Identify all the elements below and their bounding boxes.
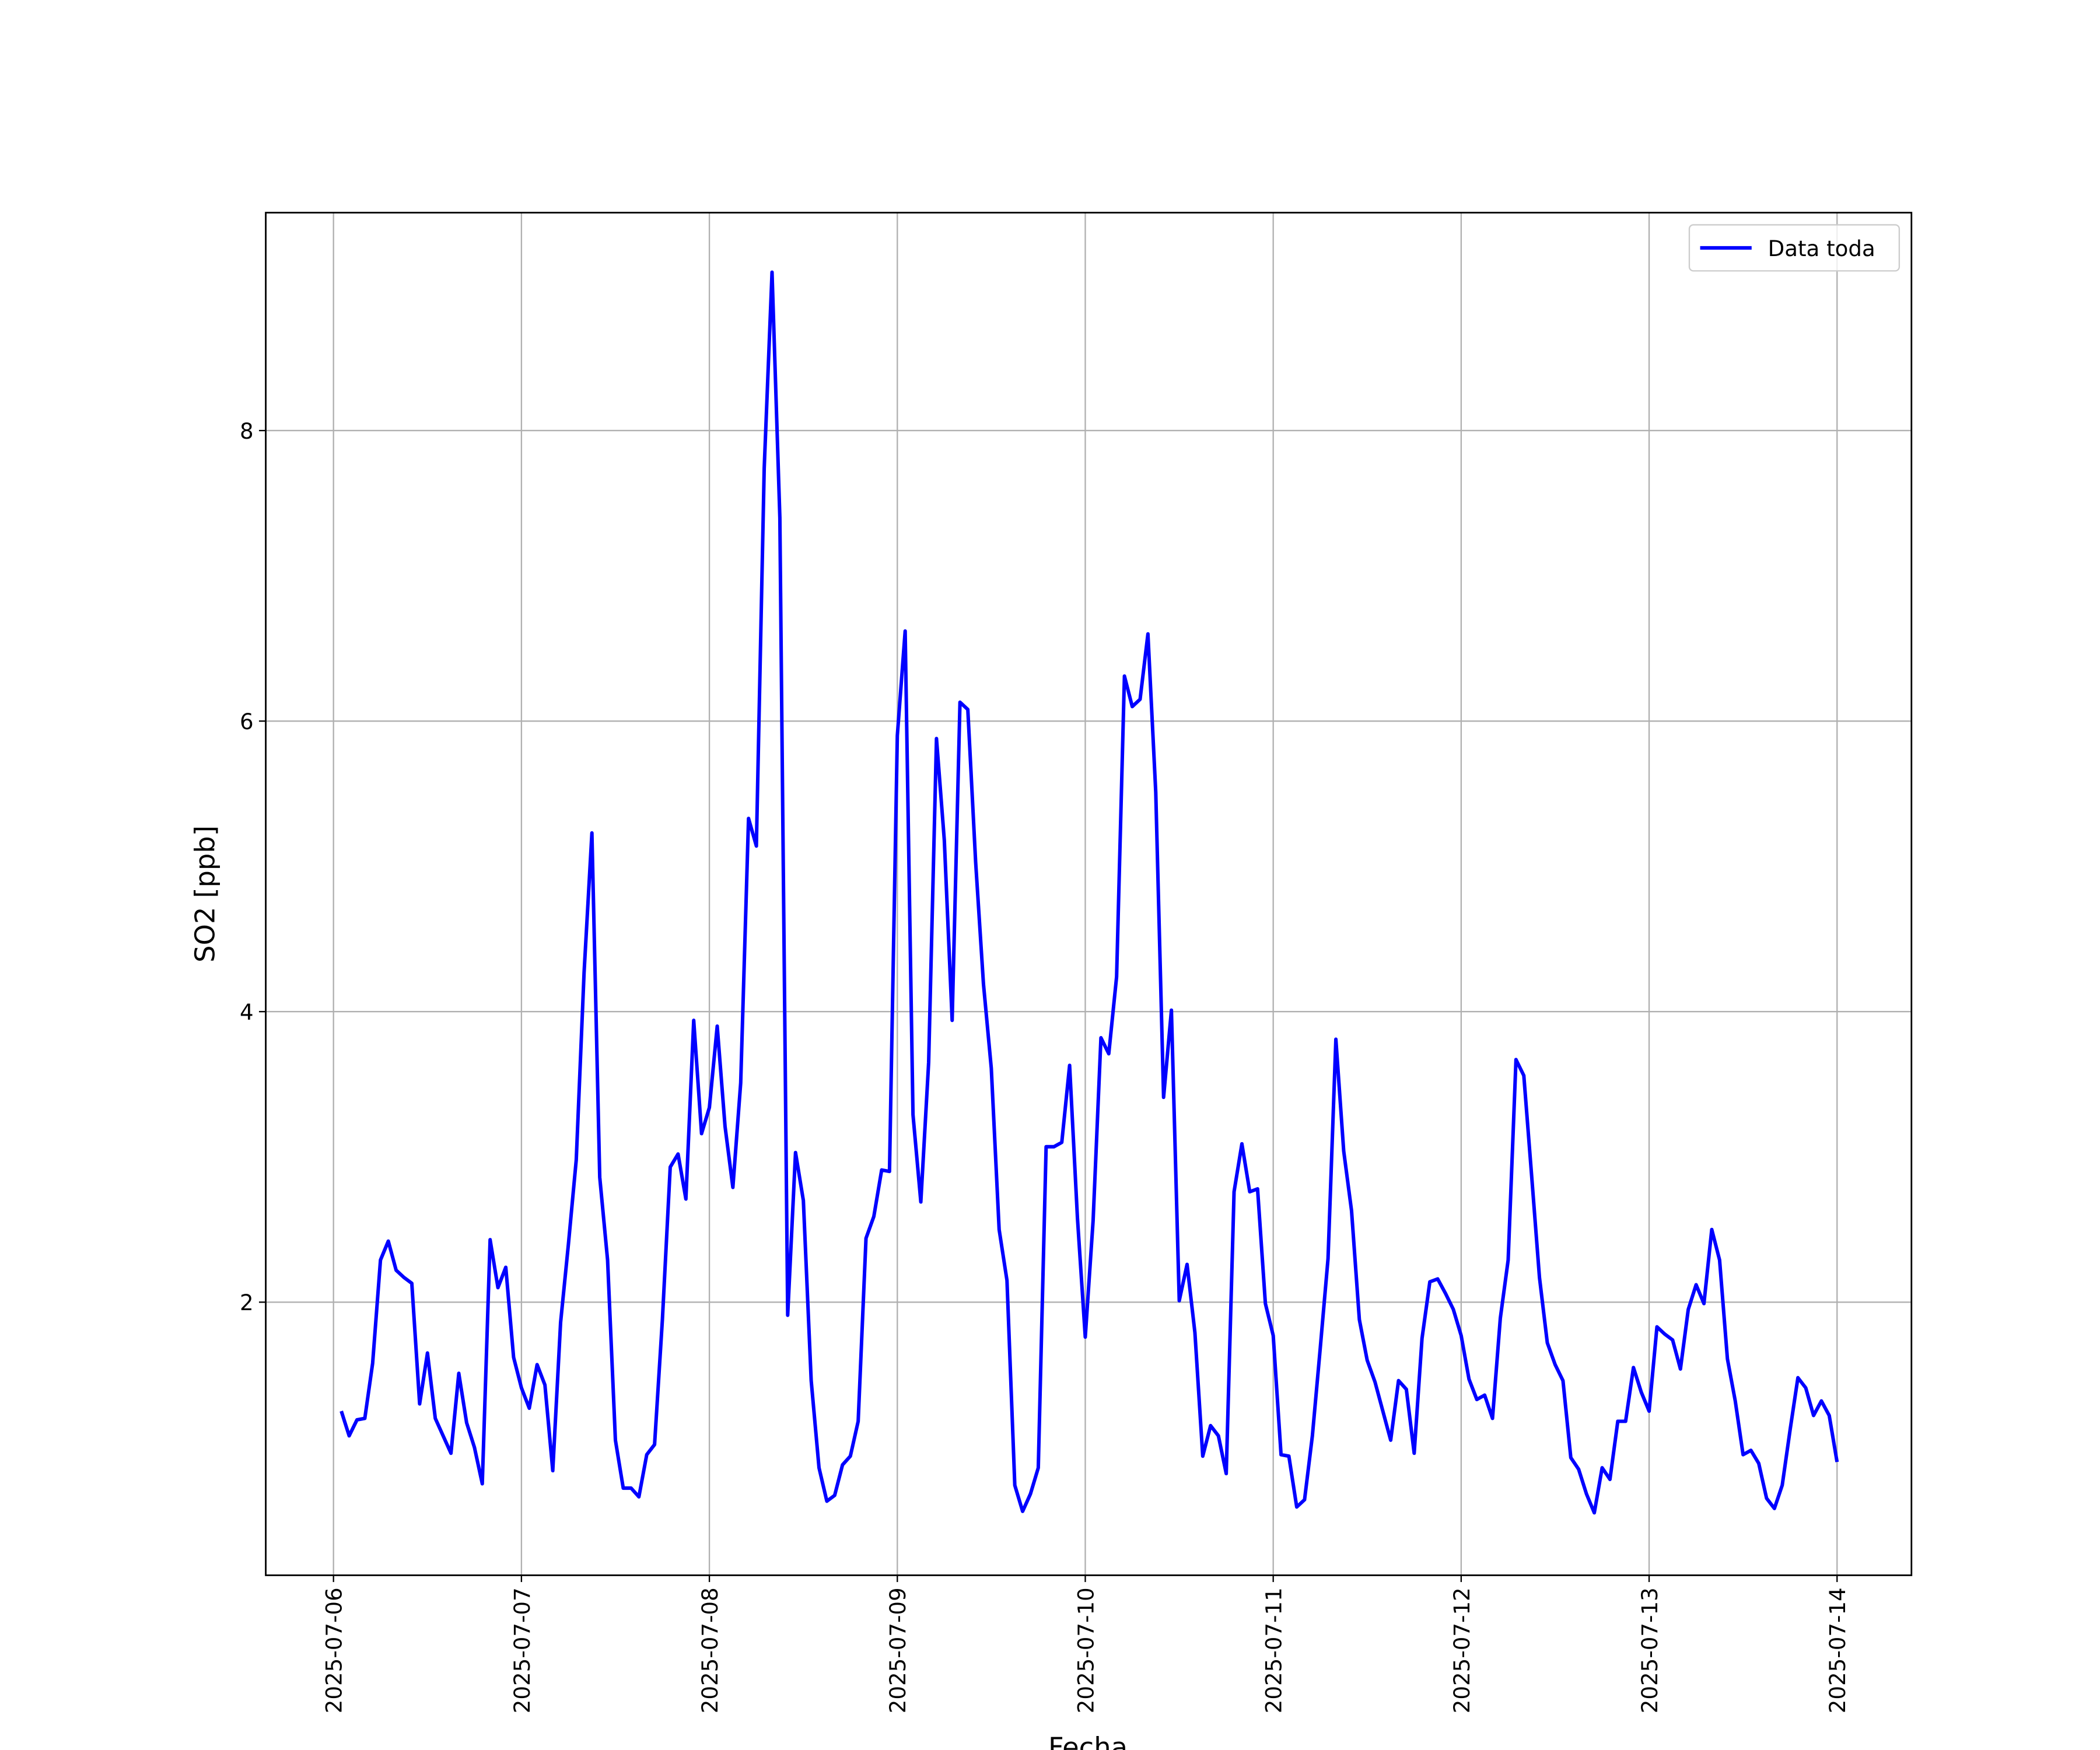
x-axis-label: Fecha bbox=[1048, 1732, 1128, 1750]
legend-label: Data toda bbox=[1768, 236, 1875, 261]
legend: Data toda bbox=[1688, 224, 1901, 272]
y-tick-label: 4 bbox=[240, 1000, 254, 1025]
y-axis-label: SO2 [ppb] bbox=[189, 825, 220, 963]
y-tick-label: 6 bbox=[240, 709, 254, 734]
data-line bbox=[340, 270, 1839, 1515]
x-tick-label: 2025-07-13 bbox=[1637, 1587, 1662, 1713]
y-tick-label: 8 bbox=[240, 419, 254, 444]
legend-box bbox=[1688, 224, 1901, 272]
y-tick-label: 2 bbox=[240, 1290, 254, 1315]
x-tick-label: 2025-07-08 bbox=[698, 1587, 723, 1713]
x-tick-label: 2025-07-11 bbox=[1262, 1587, 1287, 1713]
x-tick-label: 2025-07-12 bbox=[1450, 1587, 1475, 1713]
x-tick-label: 2025-07-14 bbox=[1825, 1587, 1850, 1713]
plot-frame bbox=[265, 212, 1913, 1576]
x-tick-label: 2025-07-10 bbox=[1073, 1587, 1098, 1713]
x-tick-label: 2025-07-09 bbox=[886, 1587, 911, 1713]
x-tick-label: 2025-07-07 bbox=[510, 1587, 535, 1713]
x-tick-label: 2025-07-06 bbox=[322, 1587, 347, 1713]
